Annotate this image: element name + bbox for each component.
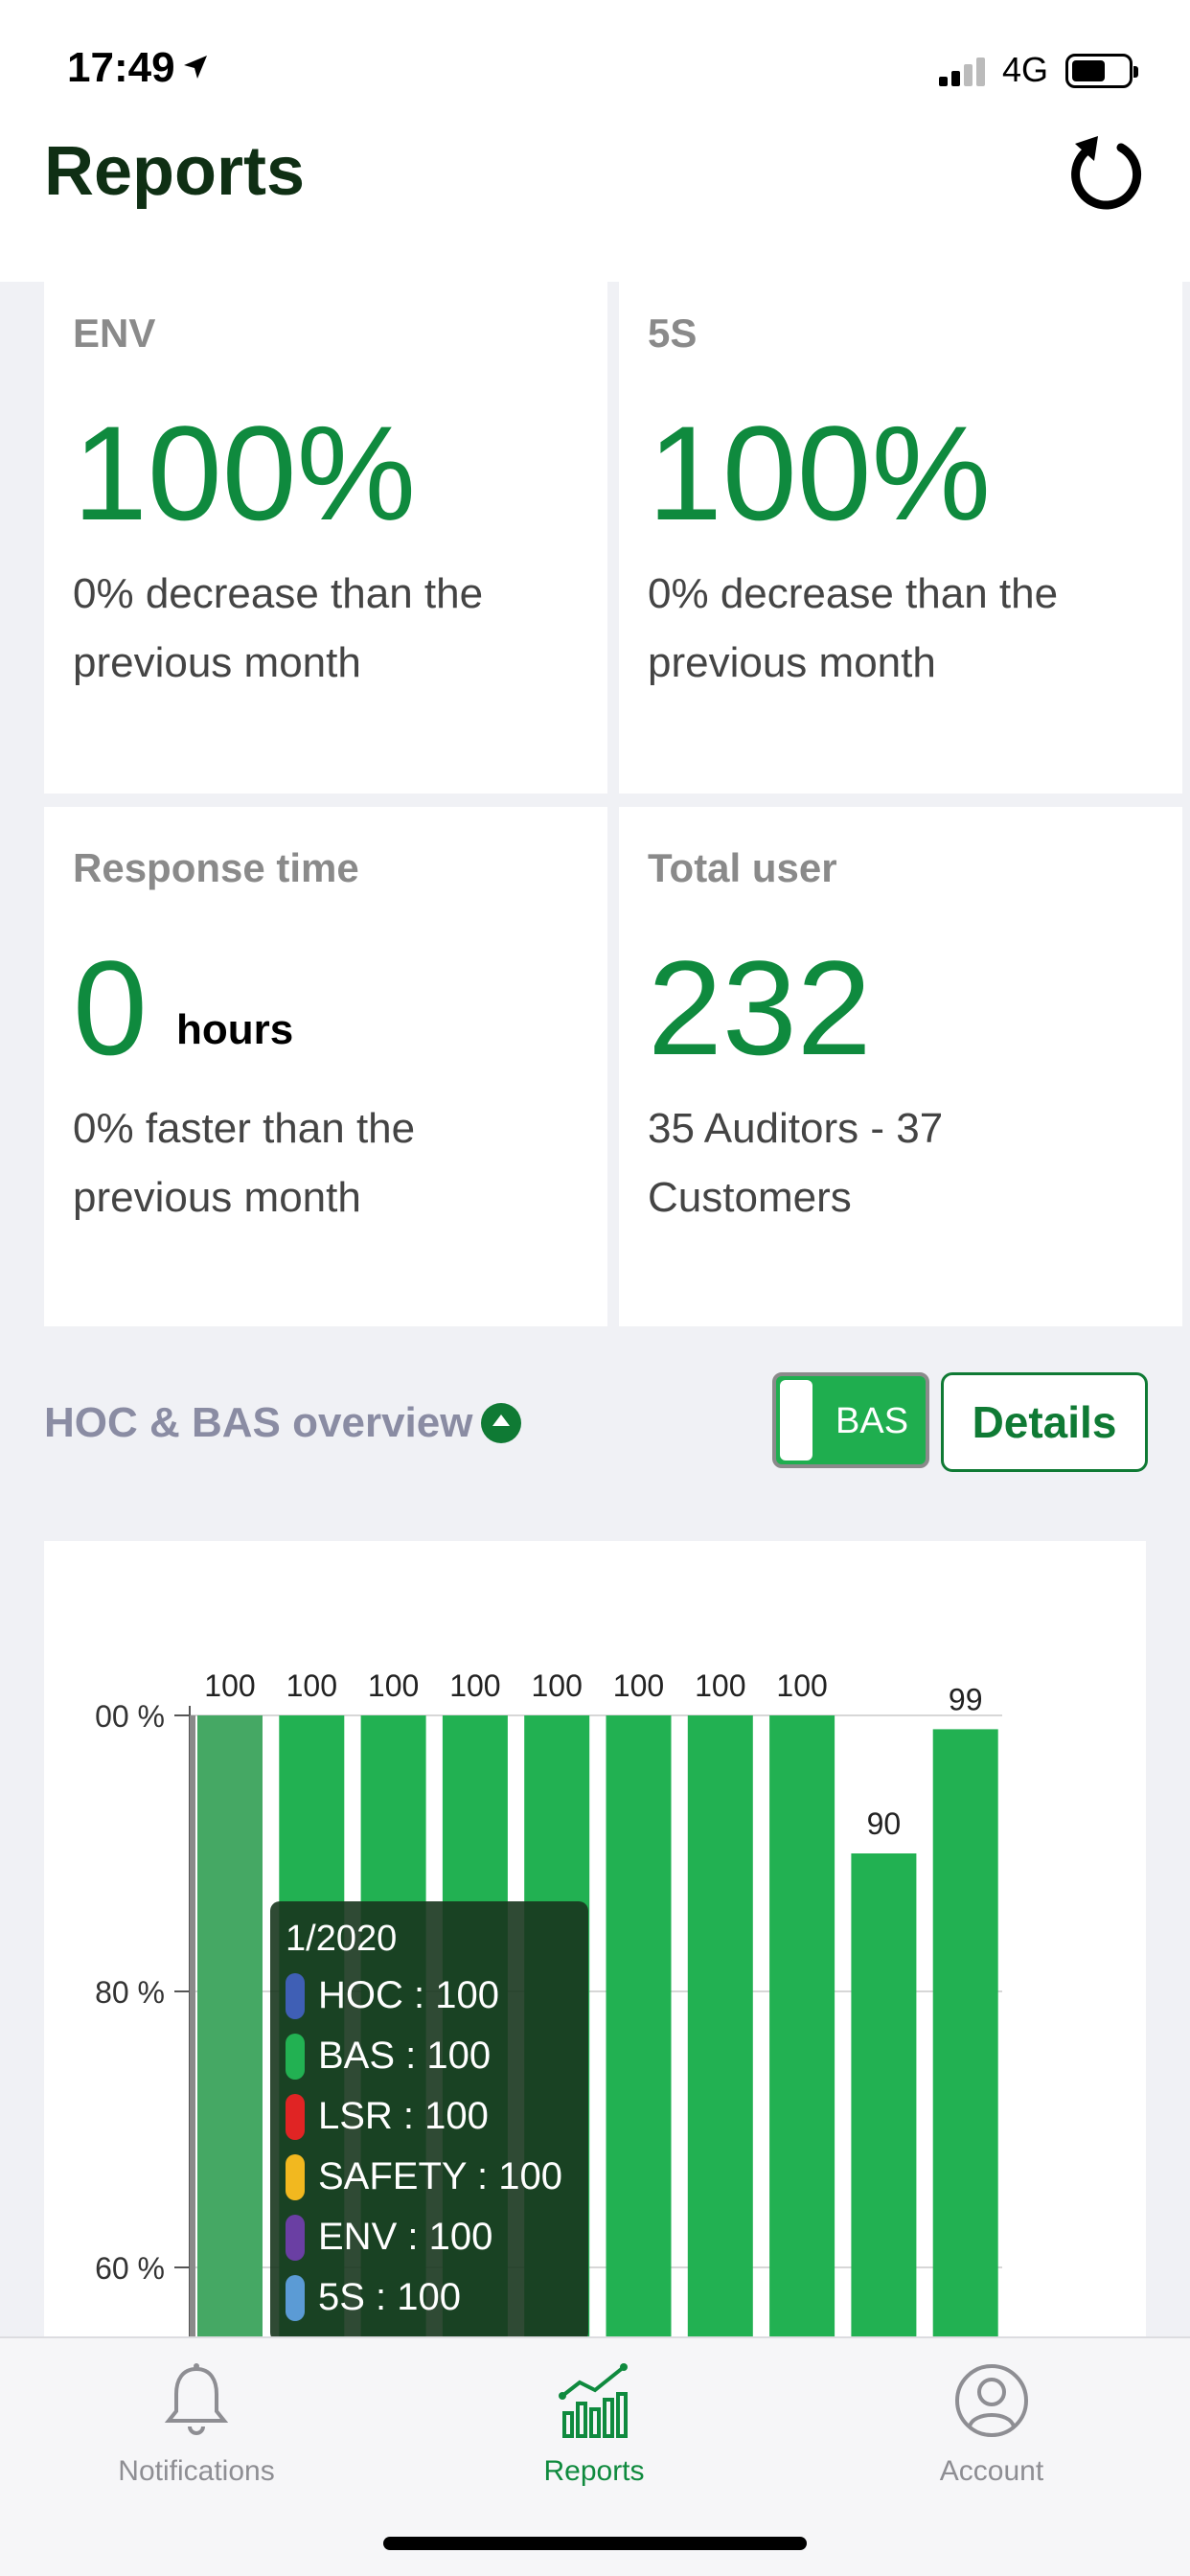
series-color-dot [286, 2153, 305, 2200]
battery-icon [1065, 54, 1138, 88]
toggle-knob [780, 1380, 812, 1460]
chart-icon [559, 2363, 628, 2438]
card-desc: 0% decrease than the previous month [648, 570, 1059, 686]
tooltip-row-text: BAS : 100 [318, 2035, 492, 2077]
tooltip-row-text: ENV : 100 [318, 2216, 493, 2258]
y-tick-label: 00 % [95, 1699, 165, 1734]
data-label: 100 [613, 1668, 664, 1703]
bas-toggle[interactable]: BAS [772, 1372, 929, 1468]
card-value: 100% [648, 398, 992, 548]
response-time-card: Response time 0 hours 0% faster than the… [44, 807, 607, 1326]
data-label: 100 [532, 1668, 583, 1703]
card-label: Total user [648, 845, 837, 890]
tab-label: Account [939, 2455, 1044, 2487]
tooltip-row: ENV : 100 [286, 2207, 573, 2267]
5s-card: 5S 100% 0% decrease than the previous mo… [619, 282, 1182, 794]
bar [606, 1715, 672, 2336]
location-arrow-icon [181, 44, 210, 92]
card-unit: hours [176, 1006, 294, 1053]
bar-chart: 00 % 80 % 60 % 100 100 100 100 100 100 100 100 90 99 [95, 1668, 1002, 2336]
card-label: ENV [73, 310, 156, 356]
series-color-dot [286, 2214, 305, 2261]
card-desc: 0% faster than the previous month [73, 1105, 416, 1221]
card-desc: 0% decrease than the previous month [73, 570, 484, 686]
tab-notifications[interactable]: Notifications [53, 2338, 340, 2530]
card-value: 0 [73, 932, 148, 1083]
network-type: 4G [1002, 50, 1049, 89]
y-tick-label: 80 % [95, 1975, 165, 2010]
total-user-card: Total user 232 35 Auditors - 37 Customer… [619, 807, 1182, 1326]
tab-bar: Notifications Reports Account [0, 2336, 1190, 2576]
bar [769, 1715, 835, 2336]
tooltip-row: LSR : 100 [286, 2086, 573, 2147]
card-value: 100% [73, 398, 417, 548]
bar [687, 1715, 753, 2336]
tooltip-row-text: LSR : 100 [318, 2095, 489, 2137]
tab-label: Notifications [118, 2455, 275, 2487]
data-label: 100 [449, 1668, 500, 1703]
tooltip-row: HOC : 100 [286, 1966, 573, 2026]
card-desc: 35 Auditors - 37 Customers [648, 1105, 944, 1221]
tab-account[interactable]: Account [848, 2338, 1135, 2530]
card-value: 232 [648, 932, 872, 1083]
tooltip-row: SAFETY : 100 [286, 2147, 573, 2207]
tooltip-row-text: HOC : 100 [318, 1974, 499, 2016]
y-tick-label: 60 % [95, 2251, 165, 2286]
overview-title: HOC & BAS overview [44, 1399, 473, 1446]
bell-icon [164, 2363, 229, 2435]
data-label: 100 [286, 1668, 337, 1703]
toggle-label: BAS [835, 1401, 909, 1441]
tooltip-row-text: 5S : 100 [318, 2276, 462, 2318]
tab-label: Reports [543, 2455, 645, 2487]
data-label: 99 [949, 1682, 983, 1716]
data-label: 90 [867, 1806, 902, 1841]
card-label: Response time [73, 845, 359, 890]
card-label: 5S [648, 310, 698, 356]
data-label: 100 [695, 1668, 745, 1703]
chart-tooltip: 1/2020 HOC : 100 BAS : 100 LSR : 100 SAF… [270, 1901, 588, 2342]
data-label: 100 [368, 1668, 419, 1703]
top-bar: 17:49 4G Reports [0, 0, 1190, 282]
series-color-dot [286, 2033, 305, 2080]
signal-icon [939, 58, 985, 86]
status-time: 17:49 [67, 44, 210, 92]
tab-reports[interactable]: Reports [450, 2338, 738, 2530]
series-color-dot [286, 2093, 305, 2140]
refresh-icon[interactable] [1065, 128, 1148, 215]
tooltip-row: BAS : 100 [286, 2026, 573, 2086]
bar-highlight-edge [190, 1715, 195, 2336]
page-title: Reports [44, 133, 306, 210]
tooltip-row-text: SAFETY : 100 [318, 2155, 562, 2197]
details-button[interactable]: Details [941, 1372, 1148, 1472]
user-icon [955, 2364, 1028, 2437]
env-card: ENV 100% 0% decrease than the previous m… [44, 282, 607, 794]
collapse-arrow-icon[interactable] [481, 1403, 521, 1443]
bar [197, 1715, 263, 2336]
home-indicator [383, 2537, 807, 2550]
tooltip-row: 5S : 100 [286, 2267, 573, 2328]
tooltip-title: 1/2020 [286, 1919, 398, 1959]
series-color-dot [286, 2274, 305, 2321]
data-label: 100 [204, 1668, 255, 1703]
data-label: 100 [776, 1668, 827, 1703]
bar [932, 1729, 998, 2336]
series-color-dot [286, 1972, 305, 2019]
bar [851, 1853, 917, 2336]
